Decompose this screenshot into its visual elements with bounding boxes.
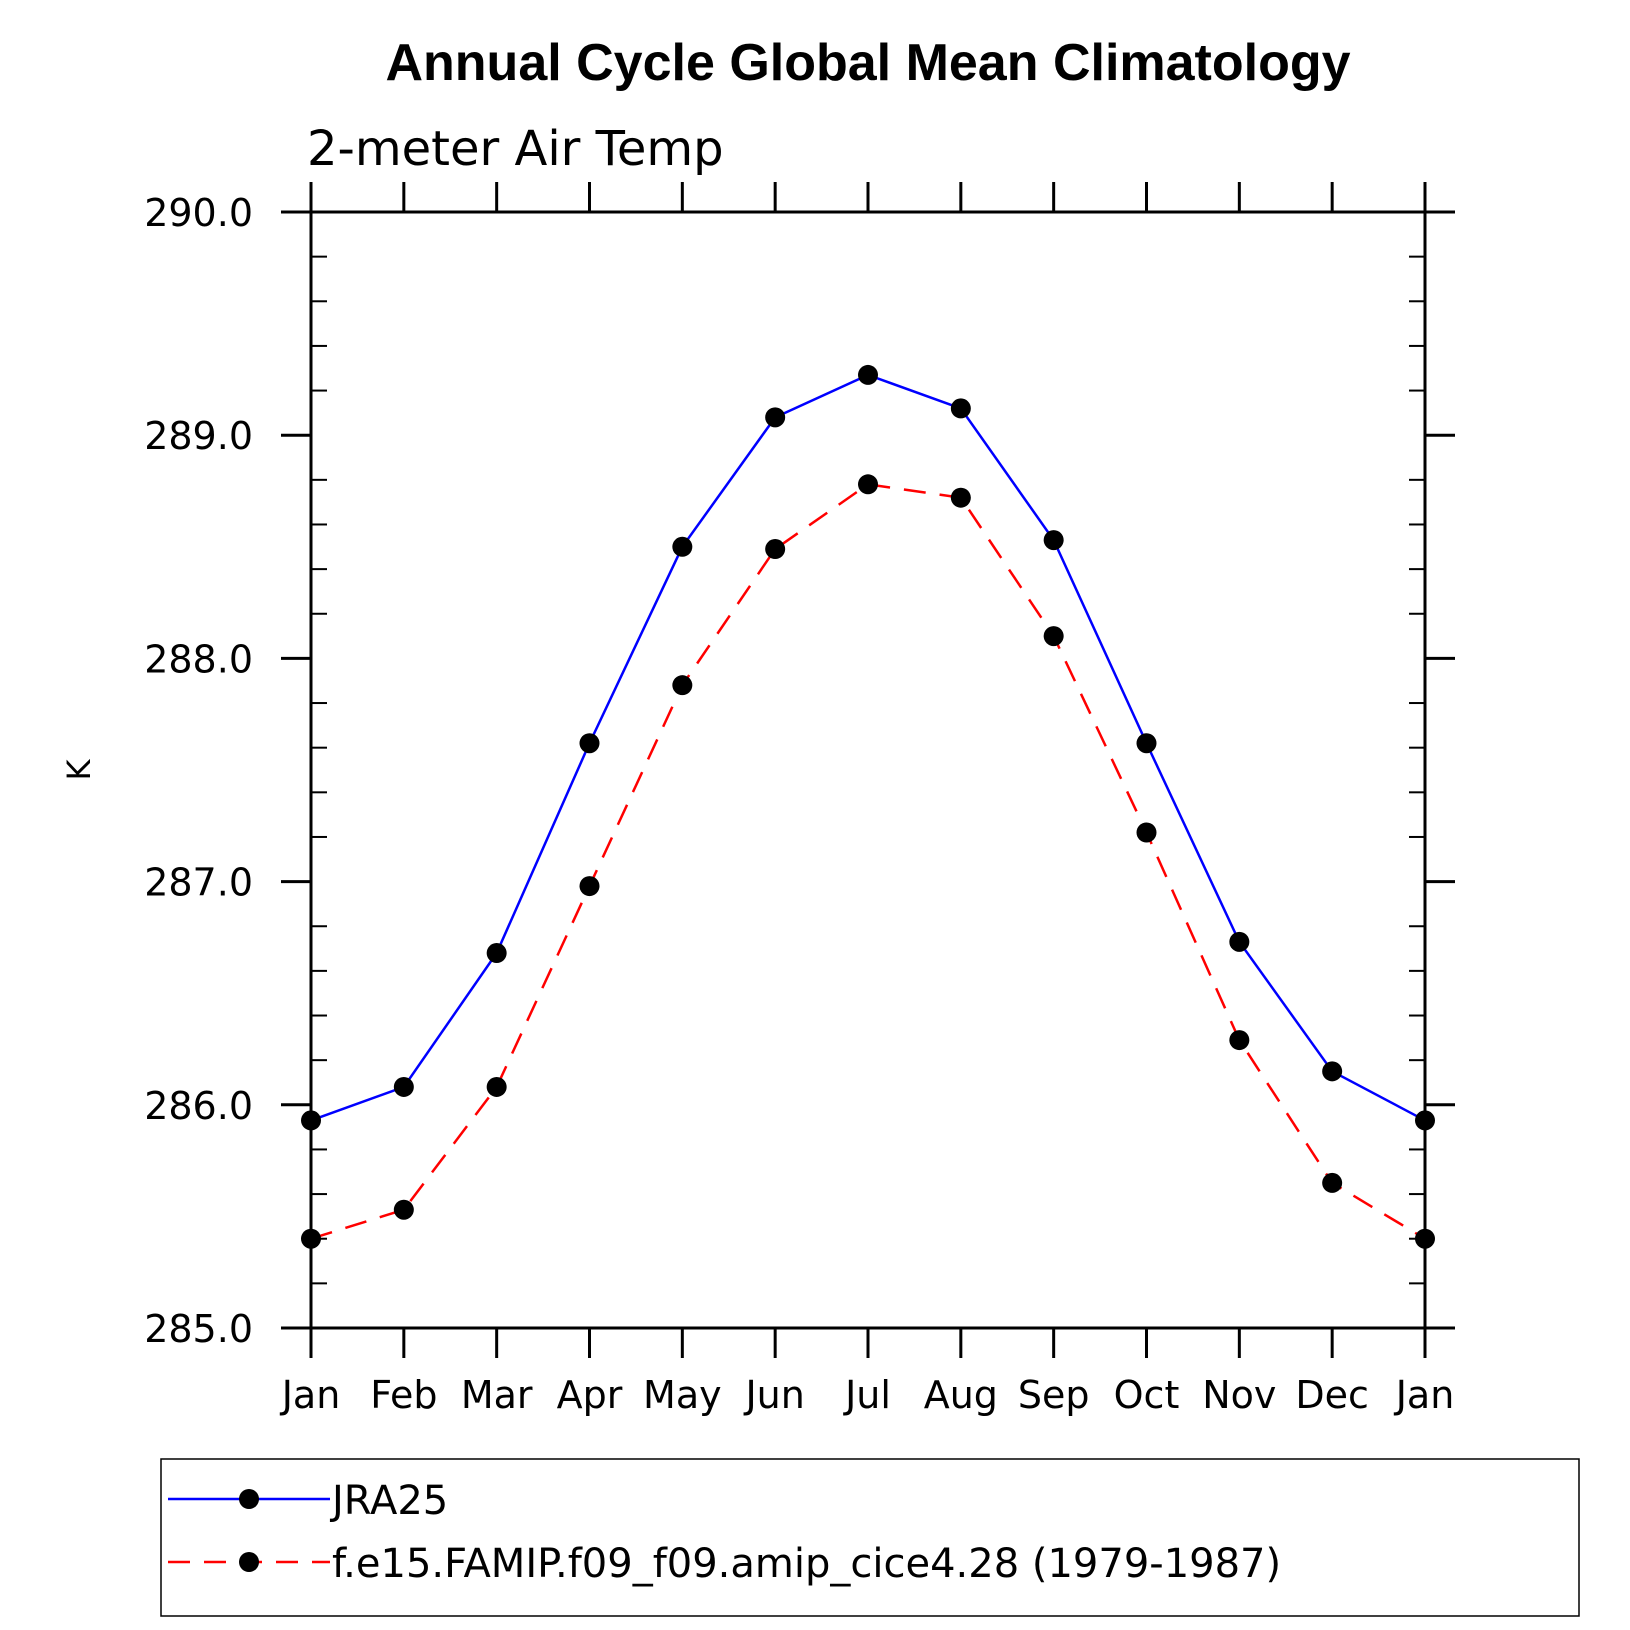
- data-point: [1136, 733, 1157, 754]
- data-point: [579, 876, 600, 897]
- data-point: [393, 1199, 414, 1220]
- data-point: [950, 398, 971, 419]
- data-point: [301, 1110, 321, 1131]
- x-tick-label: Mar: [461, 1373, 533, 1417]
- y-tick-labels: 285.0 286.0 287.0 288.0 289.0 290.0: [144, 191, 253, 1351]
- x-tick-label: Jul: [843, 1373, 891, 1417]
- data-point: [1415, 1228, 1435, 1249]
- legend-box: [160, 1458, 1580, 1617]
- y-tick-label: 289.0: [144, 414, 253, 458]
- legend-marker: [239, 1489, 259, 1509]
- data-point: [1229, 1030, 1250, 1051]
- data-point: [393, 1076, 414, 1097]
- x-tick-label: Oct: [1114, 1373, 1180, 1417]
- x-tick-label: Jan: [280, 1373, 341, 1417]
- data-point: [858, 364, 878, 385]
- chart-title: Annual Cycle Global Mean Climatology: [385, 34, 1350, 92]
- y-tick-label: 285.0: [144, 1307, 253, 1351]
- x-tick-label: Sep: [1018, 1373, 1090, 1417]
- series-layer: [301, 364, 1435, 1249]
- data-point: [301, 1228, 321, 1249]
- y-tick-label: 286.0: [144, 1084, 253, 1128]
- data-point: [1415, 1110, 1435, 1131]
- axis-ticks: [281, 182, 1455, 1358]
- y-tick-label: 290.0: [144, 191, 253, 235]
- data-point: [765, 539, 786, 560]
- x-tick-label: May: [643, 1373, 722, 1417]
- legend-marker: [239, 1552, 259, 1572]
- x-tick-label: Nov: [1202, 1373, 1276, 1417]
- plot-frame: [309, 210, 1427, 1330]
- x-tick-label: Aug: [924, 1373, 998, 1417]
- chart-subtitle: 2-meter Air Temp: [307, 121, 724, 177]
- x-tick-label: Feb: [370, 1373, 437, 1417]
- data-point: [1229, 931, 1250, 952]
- x-tick-label: Jan: [1394, 1373, 1455, 1417]
- data-point: [486, 1076, 507, 1097]
- x-tick-label: Apr: [557, 1373, 623, 1417]
- legend-label: f.e15.FAMIP.f09_f09.amip_cice4.28 (1979-…: [332, 1541, 1281, 1587]
- x-tick-label: Jun: [743, 1373, 804, 1417]
- data-point: [579, 733, 600, 754]
- data-point: [1043, 626, 1064, 647]
- y-tick-label: 288.0: [144, 637, 253, 681]
- series-line: [310, 482, 1426, 1240]
- data-point: [1043, 530, 1064, 551]
- data-point: [1322, 1172, 1343, 1193]
- y-axis-label: K: [60, 758, 98, 780]
- data-point: [1136, 822, 1157, 843]
- y-tick-label: 287.0: [144, 861, 253, 905]
- series-2: [301, 474, 1435, 1249]
- x-tick-label: Dec: [1295, 1373, 1369, 1417]
- data-point: [672, 675, 693, 696]
- x-tick-labels: Jan Feb Mar Apr May Jun Jul Aug Sep Oct Nov Dec Jan: [280, 1373, 1455, 1417]
- legend-label: JRA25: [329, 1478, 448, 1524]
- series-1: [301, 364, 1435, 1131]
- legend: JRA25 f.e15.FAMIP.f09_f09.amip_cice4.28 (…: [160, 1458, 1580, 1617]
- data-point: [765, 407, 786, 428]
- data-point: [1322, 1061, 1343, 1082]
- data-point: [486, 943, 507, 964]
- data-point: [672, 536, 693, 557]
- data-point: [950, 487, 971, 508]
- data-point: [858, 474, 878, 495]
